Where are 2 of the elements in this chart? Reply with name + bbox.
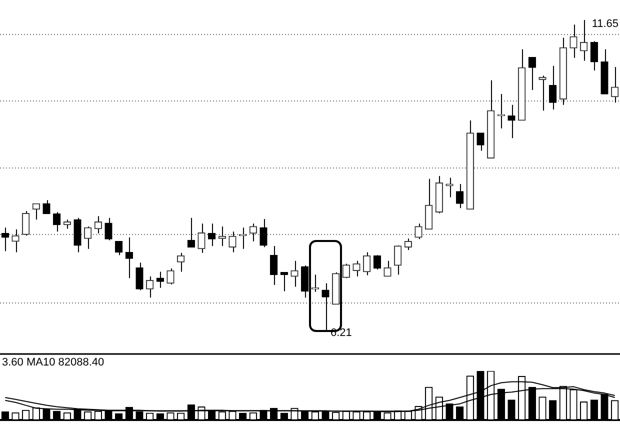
text: 3.60 MA10 82088.40 — [2, 356, 104, 369]
annotation: 11.65 — [592, 18, 619, 30]
